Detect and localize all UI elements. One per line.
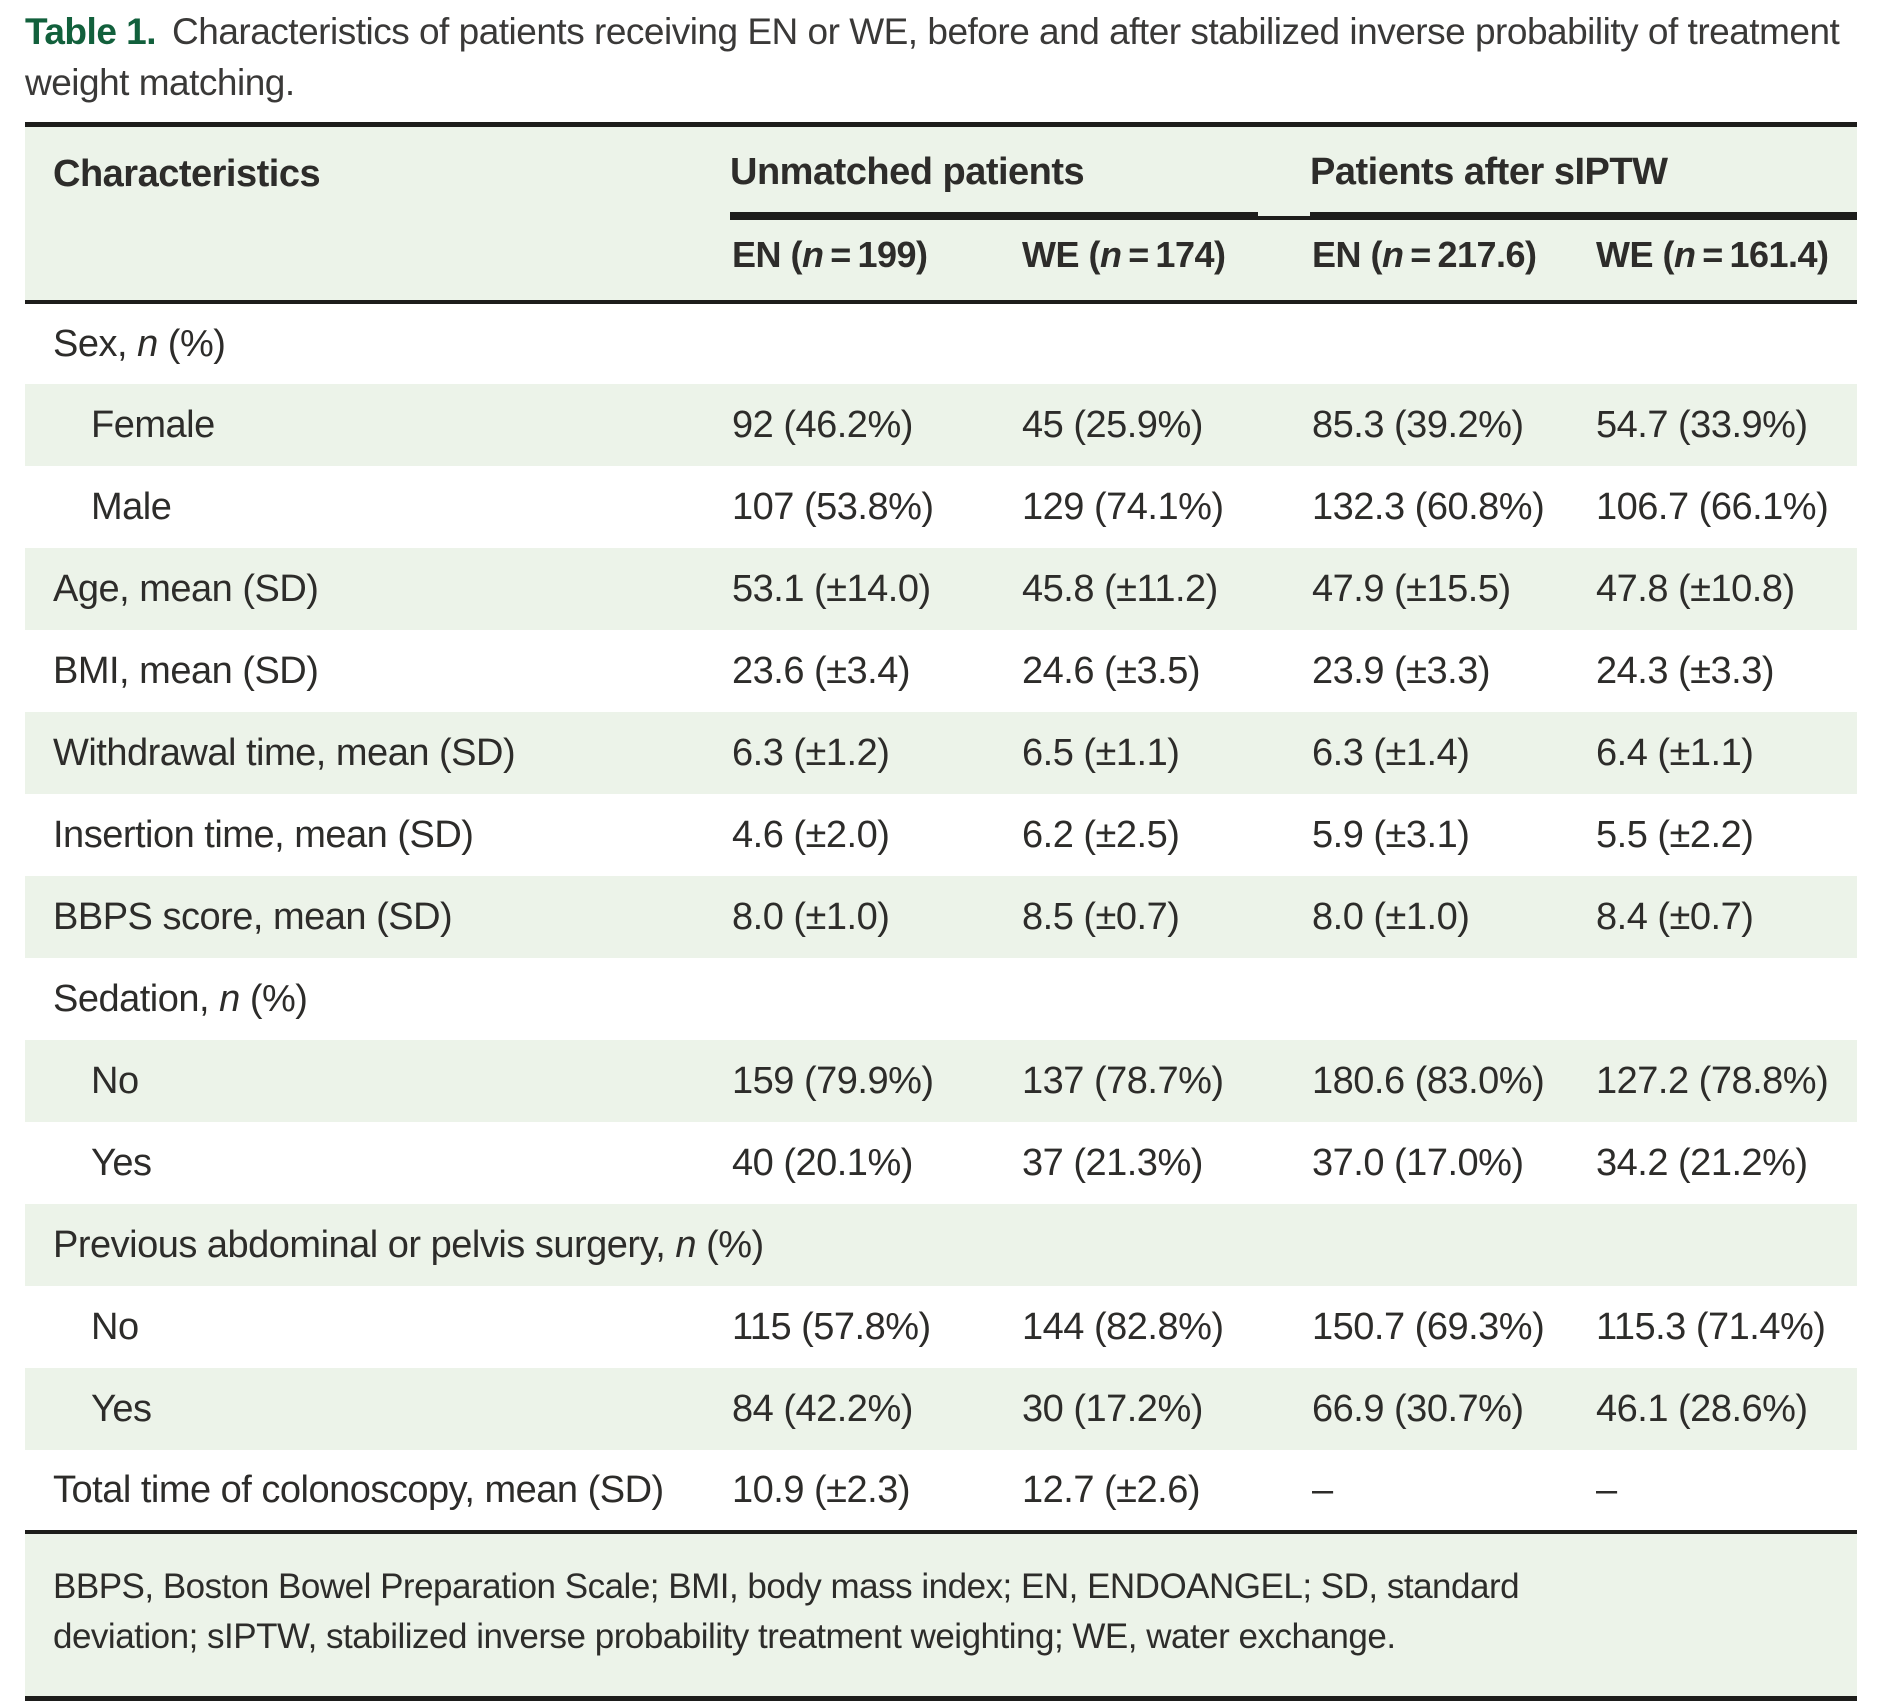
cell: 8.0 (±1.0)	[1310, 876, 1595, 958]
row-label: Male	[91, 485, 172, 528]
table-footer: BBPS, Boston Bowel Preparation Scale; BM…	[25, 1530, 1858, 1701]
cell: 115.3 (71.4%)	[1596, 1305, 1826, 1348]
table-row-insertion-time: Insertion time, mean (SD) 4.6 (±2.0) 6.2…	[25, 794, 1857, 876]
row-label: Previous abdominal or pelvis surgery, n …	[25, 1204, 1858, 1286]
table-header: Characteristics Unmatched patients Patie…	[25, 124, 1858, 304]
footnote-text: BBPS, Boston Bowel Preparation Scale; BM…	[53, 1567, 1520, 1656]
row-label: Total time of colonoscopy, mean (SD)	[53, 1468, 664, 1511]
cell: 5.9 (±3.1)	[1312, 813, 1470, 856]
cell: 24.6 (±3.5)	[1022, 649, 1201, 692]
cell: –	[1312, 1468, 1333, 1511]
cell: 115 (57.8%)	[732, 1305, 931, 1348]
row-label: Withdrawal time, mean (SD)	[25, 712, 730, 794]
cell: 54.7 (33.9%)	[1594, 384, 1858, 466]
cell: 4.6 (±2.0)	[732, 813, 890, 856]
cell: 159 (79.9%)	[730, 1040, 1020, 1122]
table-row-sedation-yes: Yes 40 (20.1%) 37 (21.3%) 37.0 (17.0%) 3…	[25, 1122, 1857, 1204]
group-header-unmatched: Unmatched patients	[730, 124, 1311, 220]
row-label: No	[91, 1305, 139, 1348]
table-row-bmi: BMI, mean (SD) 23.6 (±3.4) 24.6 (±3.5) 2…	[25, 630, 1857, 712]
column-header-we-unmatched: WE (n = 174)	[1020, 218, 1311, 304]
table-row-male: Male 107 (53.8%) 129 (74.1%) 132.3 (60.8…	[25, 466, 1857, 548]
row-label: Female	[25, 384, 730, 466]
table-row-surgery-no: No 115 (57.8%) 144 (82.8%) 150.7 (69.3%)…	[25, 1286, 1857, 1368]
cell: 34.2 (21.2%)	[1596, 1141, 1808, 1184]
cell: 47.9 (±15.5)	[1310, 548, 1595, 630]
cell: 66.9 (30.7%)	[1310, 1368, 1595, 1450]
cell: 6.3 (±1.2)	[730, 712, 1020, 794]
cell: 85.3 (39.2%)	[1310, 384, 1595, 466]
cell: 150.7 (69.3%)	[1312, 1305, 1545, 1348]
row-label: Yes	[91, 1141, 152, 1184]
cell: 23.9 (±3.3)	[1312, 649, 1491, 692]
cell: 8.0 (±1.0)	[730, 876, 1020, 958]
row-label: BMI, mean (SD)	[53, 649, 319, 692]
category-row-sex: Sex, n (%)	[25, 302, 1857, 384]
row-label: BBPS score, mean (SD)	[25, 876, 730, 958]
cell: 30 (17.2%)	[1020, 1368, 1311, 1450]
cell: 144 (82.8%)	[1022, 1305, 1224, 1348]
cell: 107 (53.8%)	[732, 485, 934, 528]
cell: 106.7 (66.1%)	[1596, 485, 1829, 528]
row-label: No	[25, 1040, 730, 1122]
cell: 47.8 (±10.8)	[1594, 548, 1858, 630]
cell: 6.5 (±1.1)	[1020, 712, 1311, 794]
table-row-sedation-no: No 159 (79.9%) 137 (78.7%) 180.6 (83.0%)…	[25, 1040, 1858, 1122]
table-caption-text: Characteristics of patients receiving EN…	[25, 11, 1840, 103]
cell: 12.7 (±2.6)	[1022, 1468, 1201, 1511]
cell: 6.4 (±1.1)	[1594, 712, 1858, 794]
table-row-female: Female 92 (46.2%) 45 (25.9%) 85.3 (39.2%…	[25, 384, 1858, 466]
cell: 180.6 (83.0%)	[1310, 1040, 1595, 1122]
row-label: Age, mean (SD)	[25, 548, 730, 630]
table-caption: Table 1. Characteristics of patients rece…	[25, 6, 1857, 108]
cell: 10.9 (±2.3)	[732, 1468, 911, 1511]
subheader-row: EN (n = 199) WE (n = 174) EN (n = 217.6)…	[25, 218, 1858, 304]
cell: 129 (74.1%)	[1022, 485, 1224, 528]
cell: 127.2 (78.8%)	[1594, 1040, 1858, 1122]
footnote-cell: BBPS, Boston Bowel Preparation Scale; BM…	[25, 1530, 1858, 1701]
row-label: Sex, n (%)	[53, 322, 226, 365]
cell: 92 (46.2%)	[730, 384, 1020, 466]
category-row-sedation: Sedation, n (%)	[25, 958, 1857, 1040]
table-caption-label: Table 1.	[25, 11, 157, 52]
table-body: Sex, n (%) Female 92 (46.2%) 45 (25.9%) …	[25, 302, 1858, 1532]
patient-characteristics-table: Characteristics Unmatched patients Patie…	[25, 122, 1858, 1701]
cell: 5.5 (±2.2)	[1596, 813, 1754, 856]
cell: 53.1 (±14.0)	[730, 548, 1020, 630]
column-header-we-siptw: WE (n = 161.4)	[1594, 218, 1858, 304]
cell: 6.2 (±2.5)	[1022, 813, 1180, 856]
cell: 37 (21.3%)	[1022, 1141, 1203, 1184]
cell: 24.3 (±3.3)	[1596, 649, 1775, 692]
group-header-row: Characteristics Unmatched patients Patie…	[25, 124, 1858, 304]
cell: 132.3 (60.8%)	[1312, 485, 1545, 528]
group-header-siptw: Patients after sIPTW	[1310, 124, 1858, 220]
table-row-age: Age, mean (SD) 53.1 (±14.0) 45.8 (±11.2)…	[25, 548, 1858, 630]
table-row-total-time: Total time of colonoscopy, mean (SD) 10.…	[25, 1450, 1857, 1532]
cell: 6.3 (±1.4)	[1310, 712, 1595, 794]
cell: 23.6 (±3.4)	[732, 649, 911, 692]
column-header-characteristics: Characteristics	[25, 124, 730, 304]
row-label: Sedation, n (%)	[53, 977, 308, 1020]
column-header-en-unmatched: EN (n = 199)	[730, 218, 1020, 304]
cell: 8.4 (±0.7)	[1594, 876, 1858, 958]
table-row-surgery-yes: Yes 84 (42.2%) 30 (17.2%) 66.9 (30.7%) 4…	[25, 1368, 1858, 1450]
column-header-en-siptw: EN (n = 217.6)	[1310, 218, 1595, 304]
row-label: Insertion time, mean (SD)	[53, 813, 474, 856]
cell: 40 (20.1%)	[732, 1141, 913, 1184]
table-row-withdrawal-time: Withdrawal time, mean (SD) 6.3 (±1.2) 6.…	[25, 712, 1858, 794]
row-label: Yes	[25, 1368, 730, 1450]
table-row-bbps-score: BBPS score, mean (SD) 8.0 (±1.0) 8.5 (±0…	[25, 876, 1858, 958]
cell: –	[1596, 1468, 1617, 1511]
category-row-previous-surgery: Previous abdominal or pelvis surgery, n …	[25, 1204, 1858, 1286]
footnote-row: BBPS, Boston Bowel Preparation Scale; BM…	[25, 1530, 1858, 1701]
cell: 137 (78.7%)	[1020, 1040, 1311, 1122]
cell: 37.0 (17.0%)	[1312, 1141, 1524, 1184]
cell: 46.1 (28.6%)	[1594, 1368, 1858, 1450]
cell: 45 (25.9%)	[1020, 384, 1311, 466]
cell: 8.5 (±0.7)	[1020, 876, 1311, 958]
cell: 84 (42.2%)	[730, 1368, 1020, 1450]
cell: 45.8 (±11.2)	[1020, 548, 1311, 630]
